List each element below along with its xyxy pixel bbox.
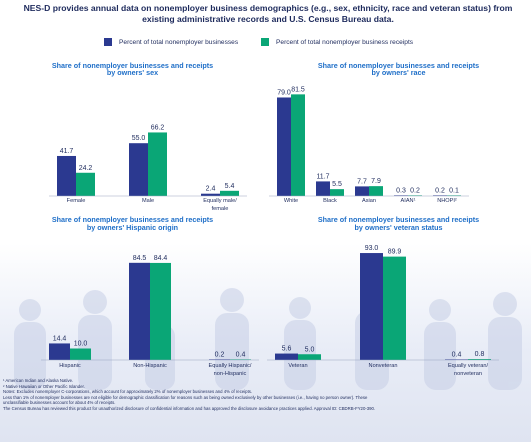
- bar-businesses: [316, 181, 330, 196]
- notes-line-3: unclassifiable businesses account for ab…: [3, 400, 116, 406]
- value-label-businesses: 93.0: [365, 245, 379, 252]
- bar-receipts: [369, 186, 383, 196]
- bar-receipts: [383, 256, 406, 360]
- bar-receipts: [220, 190, 239, 196]
- footnotes: ¹ American Indian and Alaska Native. ² N…: [3, 378, 528, 412]
- bar-businesses: [201, 193, 220, 196]
- category-label: Equally Hispanic/: [209, 363, 252, 369]
- legend-label-receipts: Percent of total nonemployer business re…: [276, 38, 414, 46]
- chart-title-line: Share of nonemployer businesses and rece…: [318, 215, 479, 224]
- value-label-businesses: 55.0: [132, 135, 146, 142]
- category-label: non-Hispanic: [214, 371, 247, 377]
- value-label-receipts: 10.0: [74, 341, 88, 348]
- value-label-businesses: 2.4: [206, 186, 216, 193]
- value-label-businesses: 84.5: [133, 255, 147, 262]
- category-label: female: [212, 206, 229, 212]
- value-label-receipts: 66.2: [151, 124, 165, 131]
- category-label: AIAN¹: [401, 198, 416, 204]
- value-label-businesses: 0.3: [396, 187, 406, 194]
- chart-title-line: Share of nonemployer businesses and rece…: [318, 61, 479, 70]
- value-label-businesses: 7.7: [357, 178, 367, 185]
- value-label-businesses: 0.2: [435, 187, 445, 194]
- value-label-receipts: 0.4: [236, 351, 246, 358]
- value-label-receipts: 0.8: [475, 351, 485, 358]
- bar-receipts: [468, 359, 491, 360]
- notes-line-1: Notes: Excludes nonemployer C-corporatio…: [3, 389, 253, 395]
- value-label-businesses: 0.2: [215, 351, 225, 358]
- category-label: NHOPI²: [437, 198, 457, 204]
- bar-businesses: [57, 155, 76, 196]
- chart-title-line: Share of nonemployer businesses and rece…: [52, 61, 213, 70]
- value-label-receipts: 0.2: [410, 187, 420, 194]
- bar-receipts: [148, 132, 167, 196]
- legend-item-receipts: Percent of total nonemployer business re…: [261, 38, 413, 46]
- value-label-receipts: 84.4: [154, 255, 168, 262]
- value-label-businesses: 11.7: [316, 173, 329, 180]
- category-label: Asian: [362, 198, 376, 204]
- legend-swatch-businesses: [104, 38, 112, 46]
- bar-receipts: [330, 189, 344, 196]
- bar-receipts: [298, 354, 321, 360]
- chart-title-line: by owners' sex: [107, 68, 158, 77]
- category-label: Equally male/: [203, 198, 237, 204]
- value-label-receipts: 5.5: [332, 181, 342, 188]
- legend-swatch-receipts: [261, 38, 269, 46]
- value-label-receipts: 24.2: [79, 165, 93, 172]
- category-label: Male: [142, 198, 154, 204]
- bar-businesses: [277, 97, 291, 196]
- chart-by-race: Share of nonemployer businesses and rece…: [269, 61, 479, 204]
- value-label-businesses: 14.4: [53, 335, 67, 342]
- bar-businesses: [129, 143, 148, 196]
- category-label: White: [284, 198, 298, 204]
- bar-receipts: [291, 94, 305, 196]
- category-label: Black: [323, 198, 337, 204]
- value-label-receipts: 0.1: [449, 187, 459, 194]
- category-label: Veteran: [288, 363, 307, 369]
- bar-businesses: [49, 343, 70, 360]
- legend-item-businesses: Percent of total nonemployer businesses: [104, 38, 238, 46]
- disclosure-statement: The Census Bureau has reviewed this prod…: [3, 405, 376, 411]
- value-label-businesses: 0.4: [452, 351, 462, 358]
- category-label: Nonveteran: [369, 363, 398, 369]
- notes-line-2: Less than 1% of nonemployer businesses a…: [3, 394, 368, 400]
- value-label-businesses: 5.6: [282, 346, 292, 353]
- category-label: Equally veteran/: [448, 363, 489, 369]
- category-label: Non-Hispanic: [133, 363, 167, 369]
- category-label: nonveteran: [454, 371, 482, 377]
- bar-businesses: [275, 353, 298, 360]
- bar-businesses: [129, 262, 150, 360]
- category-label: Female: [67, 198, 86, 204]
- value-label-receipts: 7.9: [371, 178, 381, 185]
- value-label-receipts: 81.5: [291, 86, 305, 93]
- bar-businesses: [360, 253, 383, 360]
- chart-by-hispanic-origin: Share of nonemployer businesses and rece…: [41, 215, 259, 377]
- chart-by-veteran-status: Share of nonemployer businesses and rece…: [267, 215, 499, 377]
- category-label: Hispanic: [59, 363, 81, 369]
- value-label-receipts: 5.4: [225, 183, 235, 190]
- chart-by-sex: Share of nonemployer businesses and rece…: [49, 61, 247, 212]
- value-label-receipts: 5.0: [305, 346, 315, 353]
- legend-label-businesses: Percent of total nonemployer businesses: [119, 38, 239, 46]
- value-label-receipts: 89.9: [388, 249, 402, 256]
- value-label-businesses: 79.0: [277, 89, 291, 96]
- footnote-1: ¹ American Indian and Alaska Native.: [3, 378, 74, 383]
- footnote-2: ² Native Hawaiian or Other Pacific Islan…: [3, 383, 85, 389]
- chart-title-line: Share of nonemployer businesses and rece…: [52, 215, 213, 224]
- value-label-businesses: 41.7: [60, 148, 74, 155]
- bar-businesses: [355, 186, 369, 196]
- bar-receipts: [76, 172, 95, 196]
- bar-receipts: [70, 348, 91, 360]
- chart-title-line: by owners' race: [371, 68, 425, 77]
- headline: NES-D provides annual data on nonemploye…: [23, 3, 513, 24]
- chart-title-line: by owners' Hispanic origin: [87, 223, 178, 232]
- bar-receipts: [150, 262, 171, 360]
- chart-title-line: by owners' veteran status: [355, 223, 443, 232]
